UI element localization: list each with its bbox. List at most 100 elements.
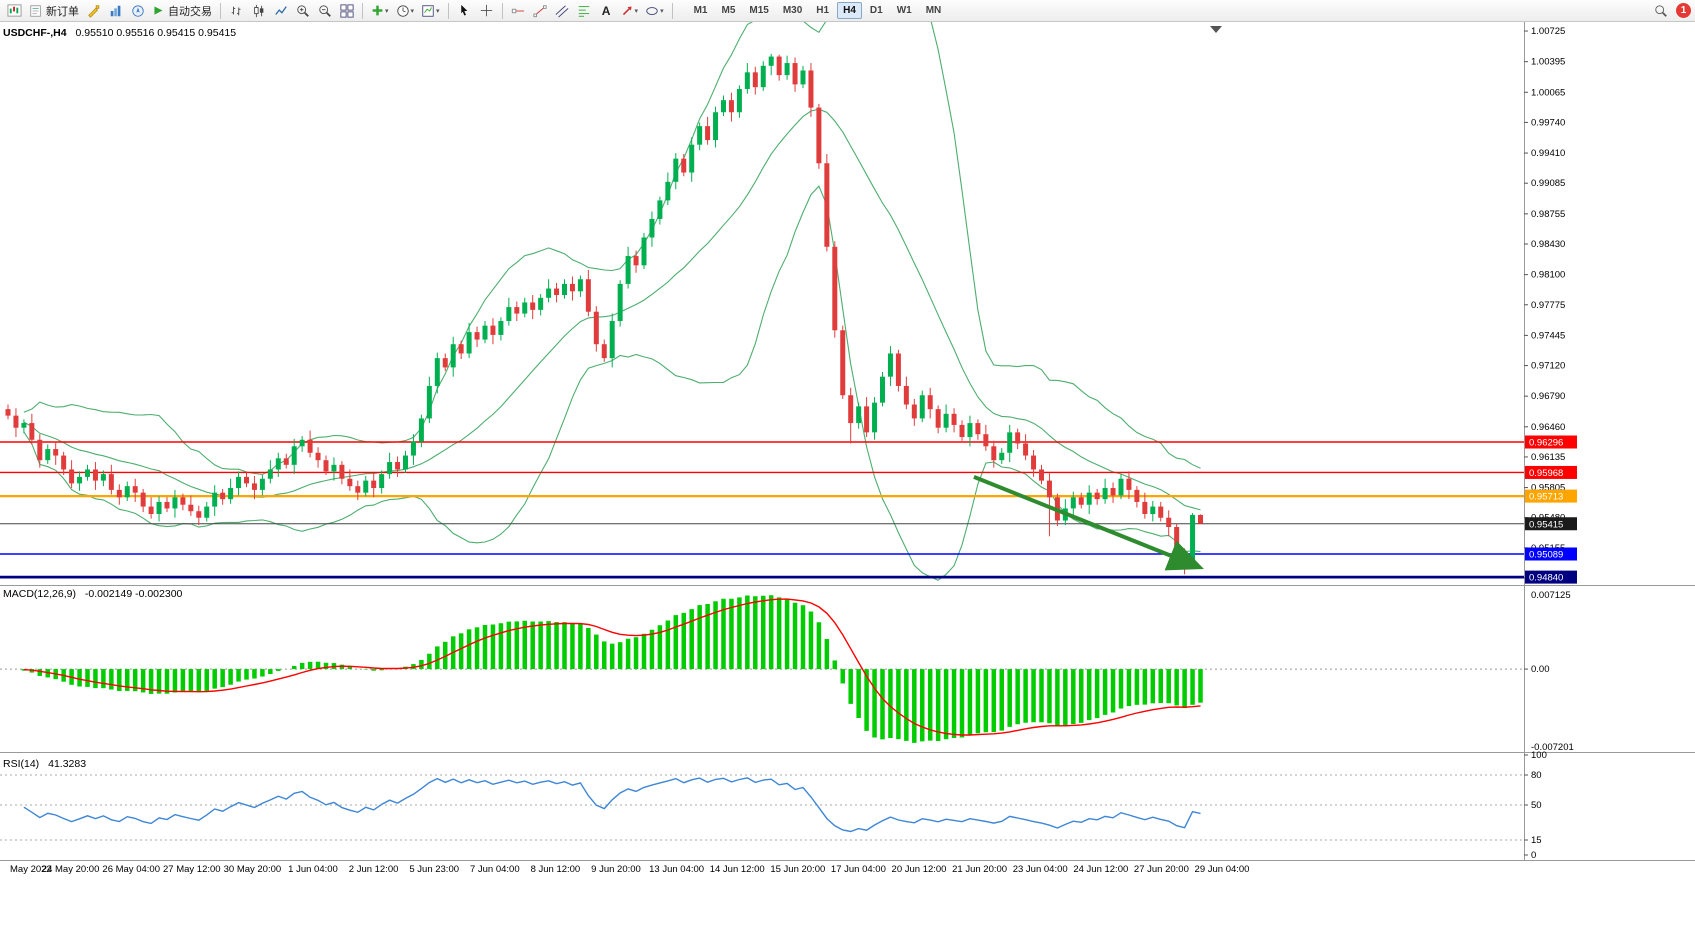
zoom-in-button[interactable] [292,1,313,20]
timeframe-button-m30[interactable]: M30 [782,5,803,16]
price-tag[interactable]: 0.95968 [1525,465,1577,479]
macd-scale-min: -0.007201 [1531,742,1574,753]
chevron-down-icon: ▾ [660,7,664,15]
time-axis-label: 8 Jun 12:00 [531,864,581,875]
templates-button[interactable]: ▾ [418,1,443,20]
search-button[interactable] [1650,1,1671,20]
indicators-button[interactable]: ▾ [368,1,392,20]
new-chart-icon [7,3,22,18]
line-chart-button[interactable] [270,1,291,20]
price-axis-label: 0.96790 [1531,391,1565,402]
line-chart-icon [274,4,288,18]
chevron-down-icon: ▾ [410,7,415,15]
candlestick-icon [252,4,266,18]
compass-icon [131,4,145,18]
timeframe-button-m5[interactable]: M5 [721,5,736,16]
equidistant-channel-button[interactable] [552,1,573,20]
time-axis-label: 26 May 04:00 [102,864,160,875]
price-tag[interactable]: 0.96296 [1525,435,1577,449]
candlestick-chart-button[interactable] [248,1,269,20]
market-watch-button[interactable] [105,1,126,20]
time-axis-label: 9 Jun 20:00 [591,864,641,875]
shapes-tool-button[interactable]: ▾ [642,1,667,20]
price-chart-canvas[interactable]: 1.00725 1.00395 1.00065 0.99740 0.99410 0.990… [0,22,1695,943]
rsi-scale-label: 80 [1531,770,1542,781]
new-order-button[interactable]: 新订单 [26,1,82,20]
notification-badge[interactable]: 1 [1676,3,1691,18]
time-axis-label: 27 Jun 20:00 [1134,864,1189,875]
price-axis-label: 0.99085 [1531,178,1565,189]
price-axis-label: 0.98100 [1531,270,1565,281]
macd-signal-line [23,598,1201,736]
price-axis-label: 0.99740 [1531,117,1565,128]
chart-shift-marker[interactable] [1210,26,1222,33]
price-tag[interactable]: 0.95089 [1525,547,1577,561]
price-tag[interactable]: 0.95713 [1525,489,1577,503]
zoom-out-button[interactable] [314,1,335,20]
chevron-down-icon: ▾ [436,7,440,15]
search-icon [1654,4,1668,18]
timeframe-button-m15[interactable]: M15 [749,5,769,16]
time-axis-label: 5 Jun 23:00 [409,864,459,875]
svg-text:0.95415: 0.95415 [1529,519,1563,530]
toolbar-separator [671,2,673,19]
main-price-pane[interactable] [0,22,1524,581]
price-axis-label: 1.00065 [1531,87,1565,98]
main-toolbar: 新订单 自动交易 ▾ ▾ ▾ [0,0,1695,22]
fibonacci-icon [577,4,591,18]
timeframe-button-w1[interactable]: W1 [896,5,912,16]
bar-chart-button[interactable] [226,1,247,20]
new-order-icon [29,4,43,18]
trend-arrow-annotation[interactable] [973,475,1204,571]
price-axis-label: 1.00725 [1531,26,1565,37]
chevron-down-icon: ▾ [634,7,639,15]
time-axis-label: 20 Jun 12:00 [892,864,947,875]
time-axis-label: 24 Jun 12:00 [1073,864,1128,875]
tile-windows-button[interactable] [336,1,357,20]
trendline-button[interactable] [530,1,551,20]
timeframe-toolbar: M1 M5 M15 M30 H1 H4 D1 W1 MN [688,2,948,19]
macd-scale-zero: 0.00 [1531,664,1550,675]
autotrading-label: 自动交易 [168,5,212,18]
timeframe-button-d1[interactable]: D1 [869,5,883,16]
rsi-scale-label: 15 [1531,835,1542,846]
cursor-arrow-icon [458,4,471,17]
new-chart-button[interactable] [4,1,25,20]
bar-columns-icon [109,4,123,18]
tile-windows-icon [339,3,354,18]
time-axis-label: 14 Jun 12:00 [710,864,765,875]
timeframe-button-h1[interactable]: H1 [816,5,830,16]
price-tag[interactable]: 0.94840 [1525,570,1577,584]
autotrading-button[interactable]: 自动交易 [149,1,215,20]
zoom-out-icon [318,4,332,18]
new-order-label: 新订单 [46,5,79,18]
fibonacci-button[interactable] [574,1,595,20]
arrows-tool-button[interactable]: ▾ [618,1,642,20]
price-axis-label: 0.95805 [1531,483,1565,494]
navigator-button[interactable] [127,1,148,20]
price-tag[interactable]: 0.95415 [1525,517,1577,531]
time-axis-label: 24 May 20:00 [42,864,100,875]
pencil-icon [87,4,101,18]
periods-button[interactable]: ▾ [393,1,418,20]
time-axis-label: 17 Jun 04:00 [831,864,886,875]
text-tool-button[interactable]: A [596,1,617,20]
ohlc-bars-icon [230,4,244,18]
rsi-scale-label: 0 [1531,850,1536,861]
timeframe-button-m1[interactable]: M1 [693,5,708,16]
horizontal-line-button[interactable] [508,1,529,20]
metaeditor-button[interactable] [83,1,104,20]
cursor-button[interactable] [454,1,475,20]
crosshair-button[interactable] [476,1,497,20]
price-axis-label: 0.97775 [1531,300,1565,311]
timeframe-button-h4[interactable]: H4 [837,2,862,19]
bollinger-band [23,22,1201,475]
time-axis-label: 27 May 12:00 [163,864,221,875]
crosshair-icon [480,4,493,17]
time-axis-label: 21 Jun 20:00 [952,864,1007,875]
timeframe-button-mn[interactable]: MN [925,5,942,16]
chevron-down-icon: ▾ [385,7,389,15]
time-axis-label: 13 Jun 04:00 [649,864,704,875]
toolbar-separator [362,2,363,19]
